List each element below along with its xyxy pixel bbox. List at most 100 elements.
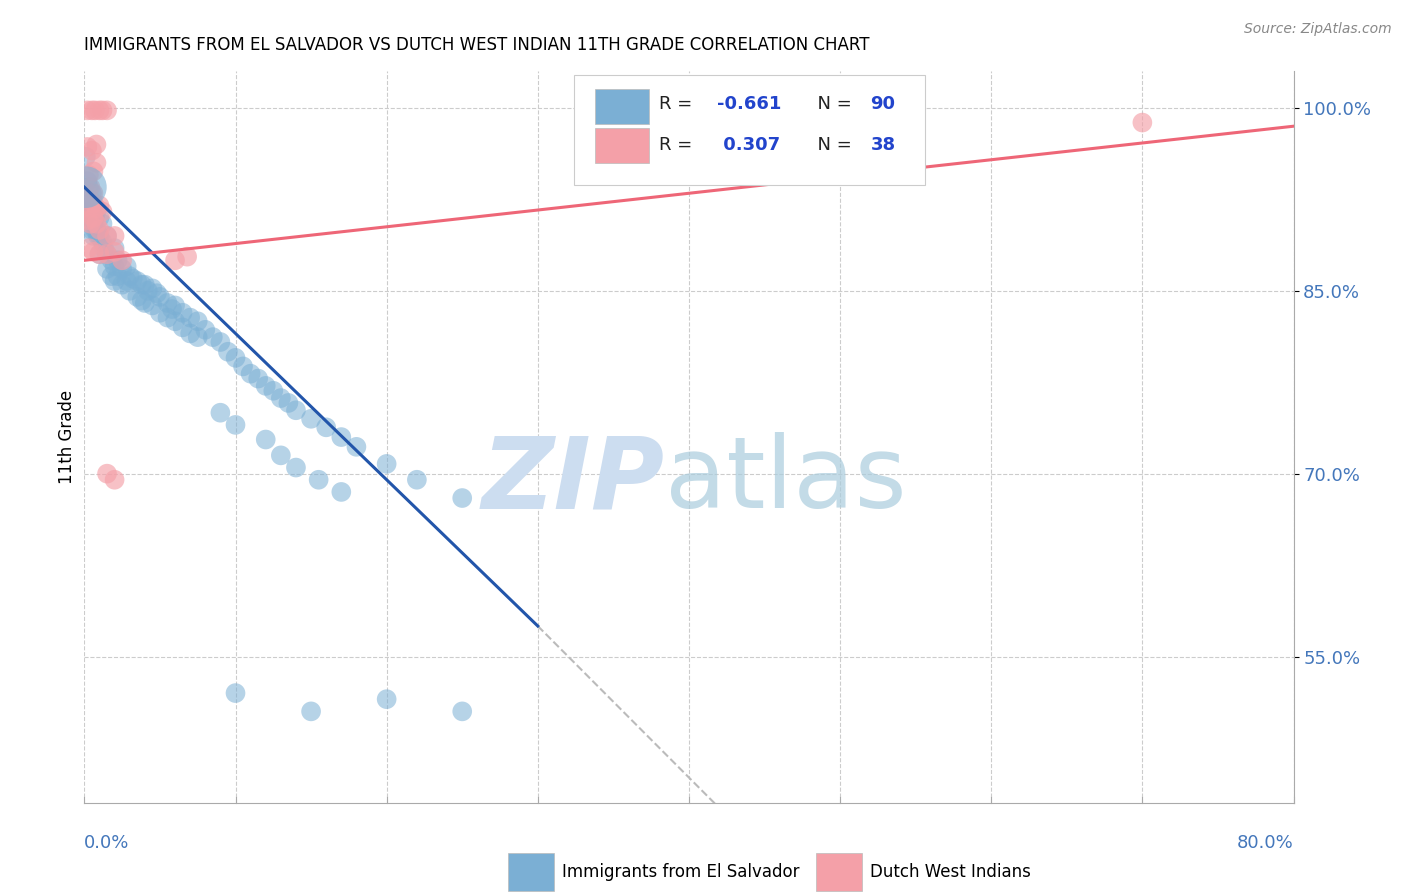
Point [160,302,183,317]
Point [201,330,224,344]
Point [89,103,111,118]
Point [146,286,169,301]
Point [172,306,194,320]
Point [232,359,254,374]
Point [104,241,127,255]
Point [76,103,98,118]
Point [79,201,101,215]
Point [86,217,108,231]
Point [84,223,107,237]
Point [91,235,114,249]
Point [76,198,98,212]
Point [86,204,108,219]
Point [96,229,118,244]
Point [76,174,98,188]
Point [100,253,122,268]
Point [80,186,103,201]
Point [136,284,159,298]
Point [79,180,101,194]
Point [163,298,186,312]
Text: 80.0%: 80.0% [1237,834,1294,852]
Point [1130,115,1153,129]
Point [77,204,100,219]
Point [131,277,153,292]
Point [115,274,138,288]
Point [77,168,100,182]
Point [96,229,118,244]
Point [86,201,108,215]
Text: N =: N = [806,136,858,153]
Point [91,103,114,118]
Point [77,180,100,194]
Point [79,193,101,207]
Point [75,180,97,194]
Point [89,229,111,244]
Point [270,449,292,463]
Text: 38: 38 [870,136,896,153]
Point [111,277,134,292]
Point [134,296,156,310]
Point [80,223,103,237]
Point [84,211,107,225]
FancyBboxPatch shape [595,128,650,162]
Text: Immigrants from El Salvador: Immigrants from El Salvador [562,863,800,880]
Text: -0.661: -0.661 [717,95,782,113]
Point [75,150,97,164]
Point [104,244,127,259]
Point [107,269,129,284]
Point [225,417,247,432]
Point [299,412,322,426]
Y-axis label: 11th Grade: 11th Grade [58,390,76,484]
Point [134,277,156,292]
Point [375,457,398,471]
Point [163,314,186,328]
Point [89,211,111,225]
Point [96,103,118,118]
Point [330,430,353,444]
Point [254,379,277,393]
Point [93,241,115,255]
Point [187,314,209,328]
Point [127,290,149,304]
FancyBboxPatch shape [574,75,925,185]
Point [82,217,104,231]
Text: ZIP: ZIP [482,433,665,530]
Point [346,440,368,454]
Point [131,293,153,308]
Point [156,296,179,310]
Point [284,403,308,417]
Point [77,241,100,255]
Point [121,271,143,285]
Point [149,306,172,320]
Point [111,253,134,268]
Text: 0.0%: 0.0% [84,834,129,852]
Point [82,186,104,201]
Point [115,260,138,274]
Point [451,491,474,505]
Point [82,198,104,212]
Point [104,473,127,487]
Point [79,211,101,225]
Point [89,247,111,261]
Point [247,371,270,385]
Point [308,473,330,487]
Point [375,692,398,706]
Point [111,261,134,276]
Point [163,253,186,268]
Point [80,208,103,222]
Point [76,198,98,212]
Point [451,705,474,719]
Point [100,269,122,284]
Point [179,310,201,325]
Point [127,274,149,288]
Point [96,247,118,261]
Point [406,473,429,487]
Point [239,367,262,381]
Point [76,186,98,201]
Point [277,396,299,410]
Text: R =: R = [658,136,697,153]
Point [82,229,104,244]
Point [89,198,111,212]
Point [80,144,103,158]
Point [76,140,98,154]
